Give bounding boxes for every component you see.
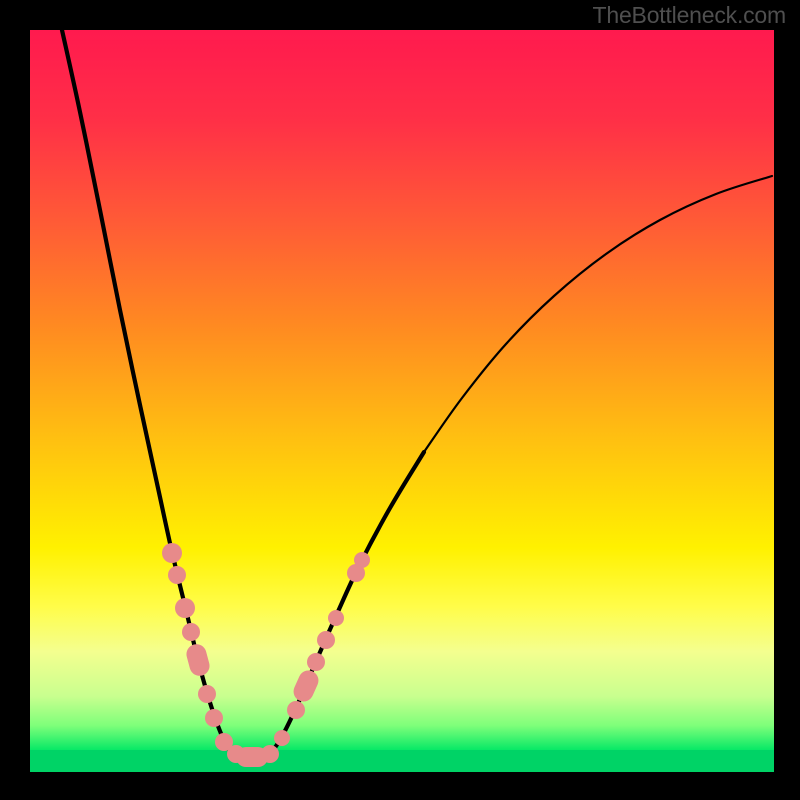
marker-dot (354, 552, 370, 568)
marker-dot (168, 566, 186, 584)
marker-dot (205, 709, 223, 727)
marker-dot (274, 730, 290, 746)
marker-dot (328, 610, 344, 626)
marker-dot (198, 685, 216, 703)
bottleneck-curve-chart (0, 0, 800, 800)
marker-dot (182, 623, 200, 641)
baseline-band (30, 750, 774, 772)
marker-dot (317, 631, 335, 649)
marker-dot (261, 745, 279, 763)
chart-container: TheBottleneck.com (0, 0, 800, 800)
plot-area (30, 30, 774, 770)
marker-dot (162, 543, 182, 563)
marker-dot (287, 701, 305, 719)
marker-dot (175, 598, 195, 618)
marker-dot (307, 653, 325, 671)
